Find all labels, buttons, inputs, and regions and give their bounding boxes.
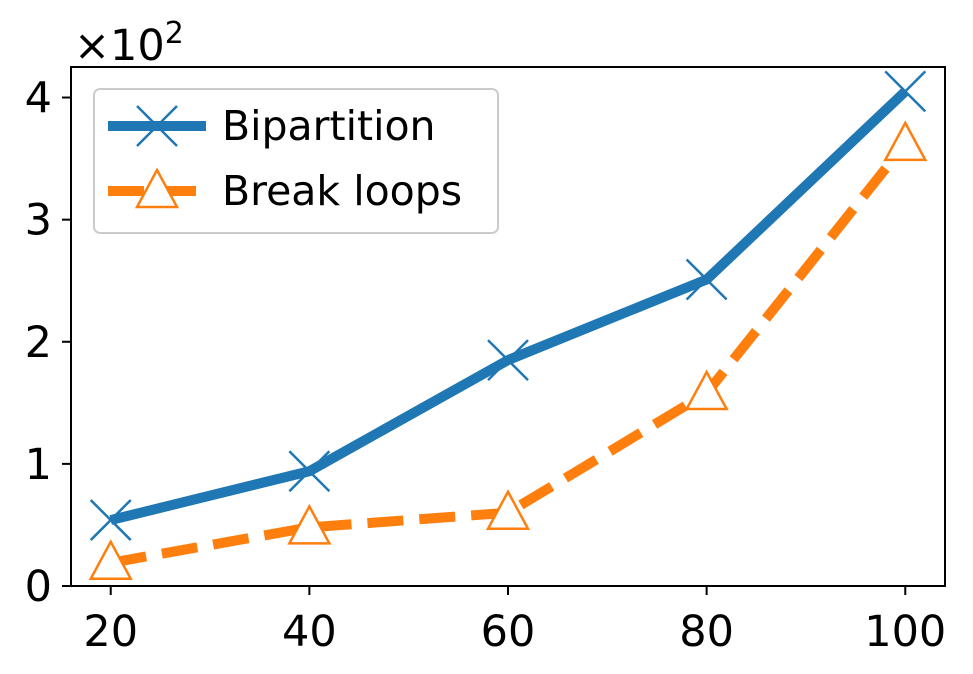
- y-tick-label: 3: [25, 196, 52, 246]
- y-tick-label: 1: [25, 440, 52, 490]
- y-tick-label: 2: [25, 318, 52, 368]
- data-point-bipartition: [89, 499, 132, 541]
- x-tick-label: 40: [282, 607, 337, 657]
- data-point-bipartition: [884, 70, 927, 113]
- legend-label-break-loops: Break loops: [222, 167, 462, 215]
- x-tick-label: 80: [679, 607, 734, 657]
- x-tick-label: 100: [864, 607, 946, 657]
- legend-label-bipartition: Bipartition: [222, 102, 436, 150]
- y-tick-label: 0: [25, 562, 52, 612]
- legend-marker-bipartition: [136, 105, 178, 147]
- y-offset-label: ×102: [74, 16, 184, 71]
- x-tick-label: 60: [481, 607, 536, 657]
- data-point-break-loops: [684, 369, 729, 411]
- y-axis: 0 1 2 3 4: [25, 74, 71, 612]
- data-point-bipartition: [487, 339, 529, 381]
- legend: Bipartition Break loops: [93, 88, 499, 234]
- x-tick-label: 20: [83, 607, 138, 657]
- data-point-break-loops: [88, 539, 133, 581]
- data-point-break-loops: [485, 489, 531, 530]
- data-point-bipartition: [288, 450, 331, 493]
- legend-marker-break-loops: [134, 167, 180, 209]
- y-tick-label: 4: [25, 74, 52, 124]
- x-axis: 20 40 60 80 100: [83, 586, 946, 657]
- data-point-break-loops: [287, 503, 332, 545]
- series-line-break-loops: [109, 140, 910, 568]
- series-layer: [88, 70, 928, 581]
- data-point-bipartition: [685, 258, 728, 301]
- data-point-break-loops: [883, 120, 928, 162]
